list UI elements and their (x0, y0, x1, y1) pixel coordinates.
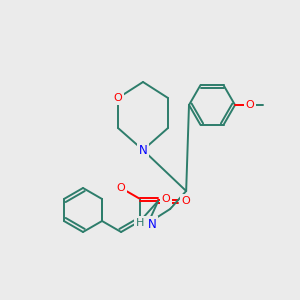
Text: O: O (114, 93, 122, 103)
Text: O: O (117, 183, 125, 193)
Text: O: O (162, 194, 170, 204)
Text: O: O (182, 196, 190, 206)
Text: N: N (148, 218, 157, 230)
Text: O: O (246, 100, 254, 110)
Text: H: H (136, 218, 144, 228)
Text: N: N (139, 143, 147, 157)
